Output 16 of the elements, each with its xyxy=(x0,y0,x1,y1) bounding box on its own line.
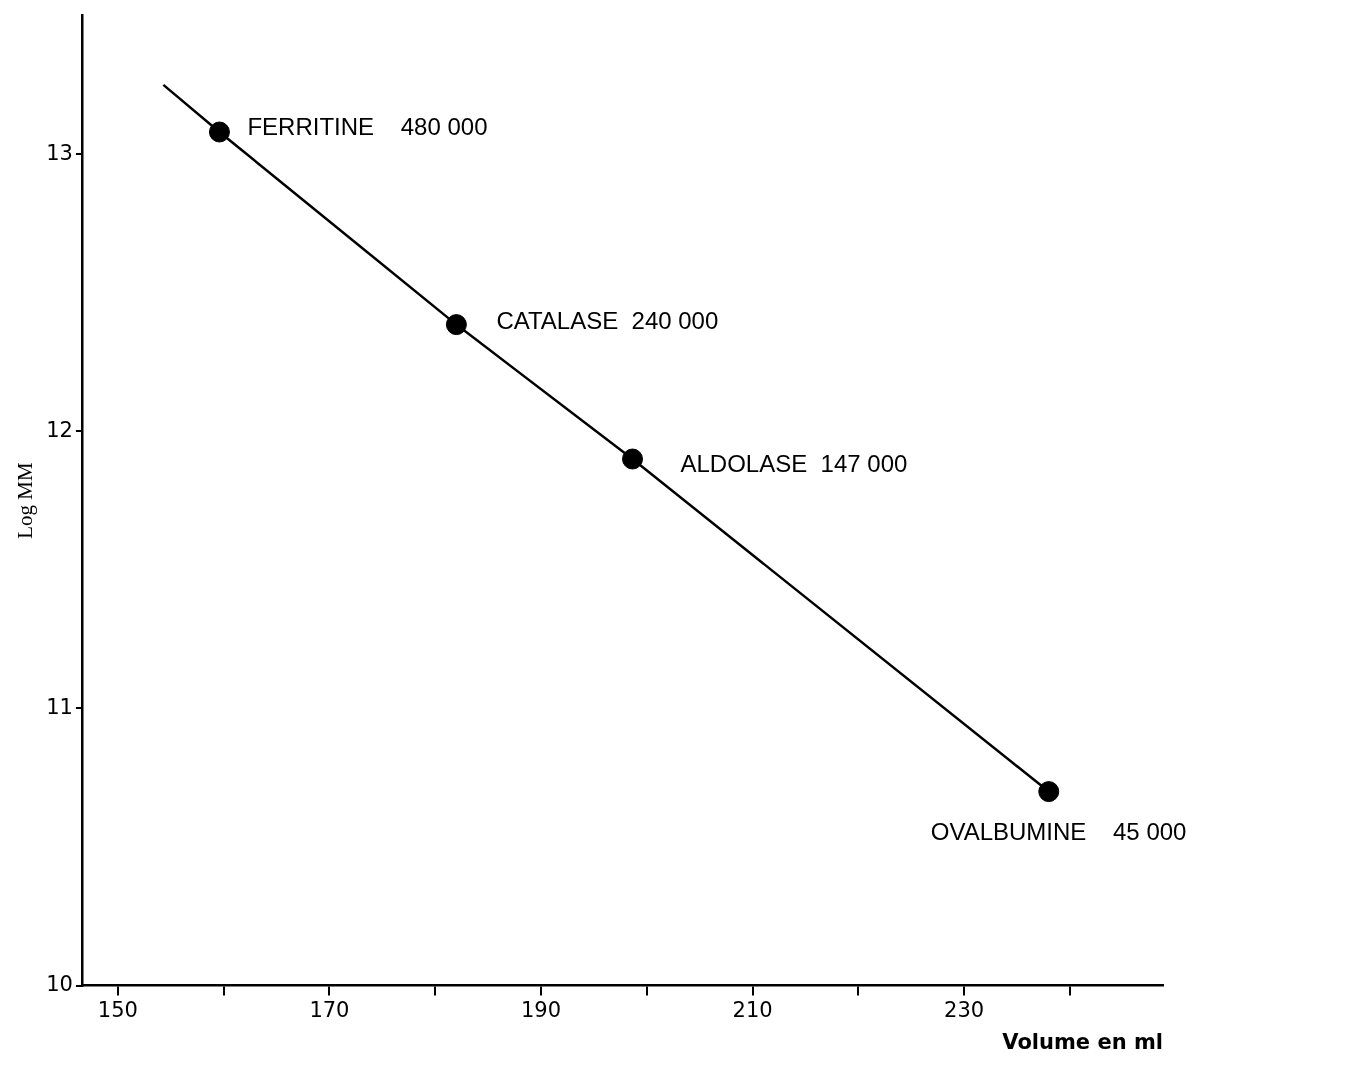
y-axis-title: Log MM xyxy=(13,462,38,539)
annotation: FERRITINE 480 000 xyxy=(247,112,488,140)
x-tick-label: 190 xyxy=(520,997,562,1022)
x-tick-label: 170 xyxy=(309,997,350,1022)
x-tick-label: 230 xyxy=(944,997,985,1022)
annotation: CATALASE 240 000 xyxy=(496,307,719,335)
y-tick-label: 11 xyxy=(46,694,73,719)
y-tick-label: 12 xyxy=(46,417,73,442)
y-tick-label: 10 xyxy=(46,972,73,997)
annotation: OVALBUMINE 45 000 xyxy=(930,818,1187,846)
x-tick-label: 210 xyxy=(732,997,773,1022)
point xyxy=(1038,781,1060,803)
x-axis-title: Volume en ml xyxy=(1002,1029,1163,1054)
y-tick-label: 13 xyxy=(46,140,73,165)
annotation: ALDOLASE 147 000 xyxy=(680,449,908,477)
x-tick-label: 150 xyxy=(97,997,138,1022)
